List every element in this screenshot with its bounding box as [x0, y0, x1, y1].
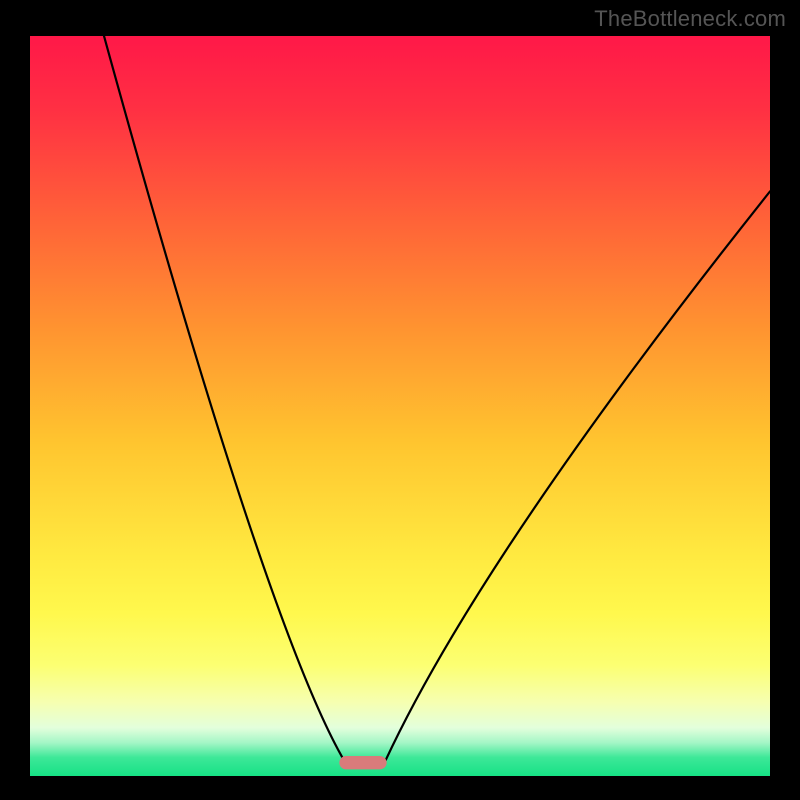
- gradient-background: [30, 36, 770, 776]
- optimal-zone-marker: [339, 756, 386, 769]
- chart-frame: TheBottleneck.com: [0, 0, 800, 800]
- plot-area: [30, 36, 770, 776]
- watermark-text: TheBottleneck.com: [594, 6, 786, 32]
- bottleneck-curve-chart: [30, 36, 770, 776]
